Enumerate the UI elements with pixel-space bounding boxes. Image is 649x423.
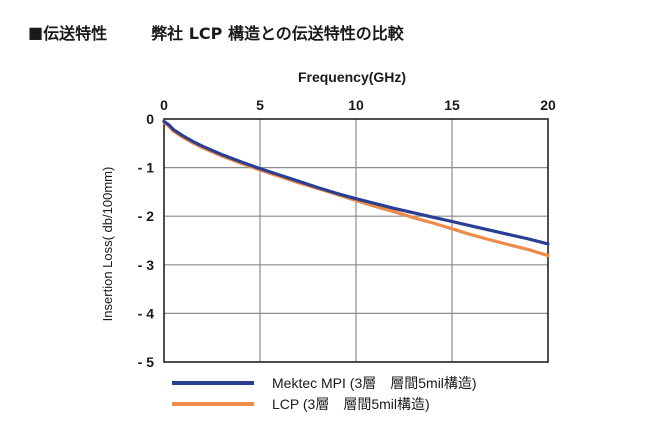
plot-frame — [163, 118, 549, 363]
y-tick-label: - 2 — [138, 208, 155, 224]
y-tick-labels: 0 - 1 - 2 - 3 - 4 - 5 — [138, 111, 155, 370]
heading-marker: ■ — [28, 22, 44, 42]
page-heading: ■ 伝送特性 弊社 LCP 構造との伝送特性の比較 — [28, 20, 404, 44]
x-tick-label: 10 — [348, 97, 364, 113]
x-tick-label: 20 — [540, 97, 556, 113]
legend: Mektec MPI (3層 層間5mil構造) LCP (3層 層間5mil構… — [172, 372, 477, 414]
series-lines — [162, 119, 550, 258]
y-tick-label: - 1 — [138, 160, 155, 176]
legend-swatch-mektec — [172, 380, 254, 385]
x-tick-label: 15 — [444, 97, 460, 113]
y-tick-label: - 5 — [138, 354, 155, 370]
heading-section: 伝送特性 — [43, 24, 108, 43]
grid-lines — [164, 119, 548, 362]
y-tick-label: - 3 — [138, 257, 155, 273]
y-tick-label: 0 — [146, 111, 154, 127]
series-line-mektec — [162, 119, 550, 246]
x-tick-label: 5 — [256, 97, 264, 113]
y-tick-label: - 4 — [138, 305, 155, 321]
x-axis-label: Frequency(GHz) — [298, 69, 406, 85]
y-axis-label: Insertion Loss( db/100mm) — [100, 167, 115, 322]
legend-item-lcp: LCP (3層 層間5mil構造) — [172, 393, 477, 414]
heading-title: 弊社 LCP 構造との伝送特性の比較 — [151, 24, 404, 43]
legend-label-lcp: LCP (3層 層間5mil構造) — [272, 395, 430, 412]
x-tick-label: 0 — [160, 97, 168, 113]
x-tick-labels: 0 5 10 15 20 — [160, 97, 556, 113]
legend-label-mektec: Mektec MPI (3層 層間5mil構造) — [272, 374, 477, 391]
legend-swatch-lcp — [172, 401, 254, 406]
legend-item-mektec: Mektec MPI (3層 層間5mil構造) — [172, 372, 477, 393]
